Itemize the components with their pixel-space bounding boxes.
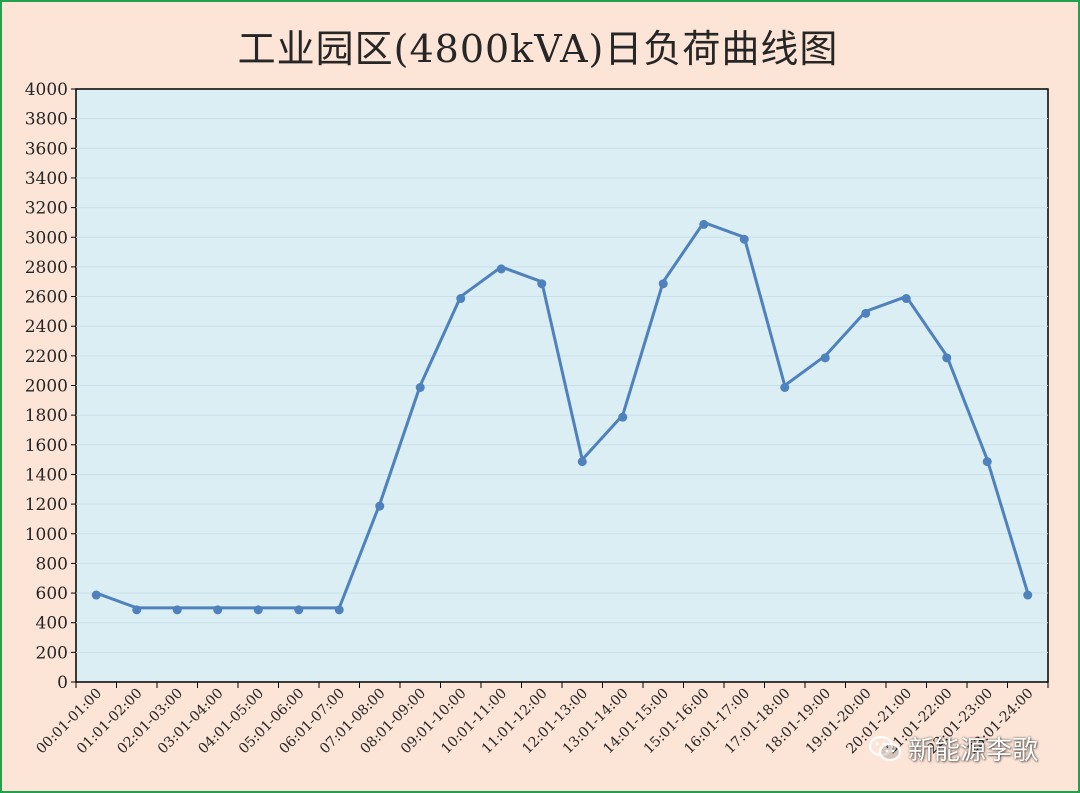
watermark-text: 新能源李歌 [908,736,1039,766]
data-point [294,605,304,615]
y-tick-label: 2800 [25,258,68,278]
y-tick-label: 1200 [25,495,68,515]
data-point [861,308,871,318]
y-tick-label: 3200 [25,199,68,219]
data-point [91,590,101,600]
data-point [982,457,992,467]
data-point [537,279,547,289]
y-tick-label: 800 [36,554,68,574]
data-point [132,605,142,615]
y-tick-label: 400 [36,614,68,634]
data-point [699,219,709,229]
y-tick-label: 2600 [25,288,68,308]
y-tick-label: 600 [36,584,68,604]
data-point [942,353,952,363]
y-tick-label: 3600 [25,139,68,159]
y-tick-label: 0 [57,673,68,693]
data-point [334,605,344,615]
wechat-icon [868,735,902,761]
watermark: 新能源李歌 [868,730,1038,767]
data-point [496,264,506,274]
data-point [739,234,749,244]
y-tick-label: 1400 [25,465,68,485]
y-tick-label: 4000 [25,80,68,100]
y-tick-label: 3800 [25,110,68,130]
chart-title: 工业园区(4800kVA)日负荷曲线图 [237,27,839,71]
y-tick-label: 3400 [25,169,68,189]
data-points [91,219,1033,615]
y-tick-label: 200 [36,643,68,663]
data-point [456,294,466,304]
data-point [618,412,628,422]
data-point [213,605,223,615]
data-point [901,294,911,304]
y-axis: 0 200 400 600 800 1000 1200 1400 1600 1800 2000 220… [25,80,76,693]
y-tick-label: 2400 [25,317,68,337]
y-tick-label: 2000 [25,377,68,397]
y-tick-label: 1800 [25,406,68,426]
data-point [1023,590,1033,600]
y-tick-label: 2200 [25,347,68,367]
data-point [658,279,668,289]
load-line [95,220,1030,610]
gridlines [76,118,1048,653]
data-point [172,605,182,615]
y-tick-label: 1000 [25,525,68,545]
y-tick-label: 3000 [25,228,68,248]
data-point [253,605,263,615]
data-point [577,457,587,467]
y-tick-label: 1600 [25,436,68,456]
data-point [415,383,425,392]
data-point [820,353,830,363]
data-point [375,501,385,511]
data-point [780,383,790,392]
